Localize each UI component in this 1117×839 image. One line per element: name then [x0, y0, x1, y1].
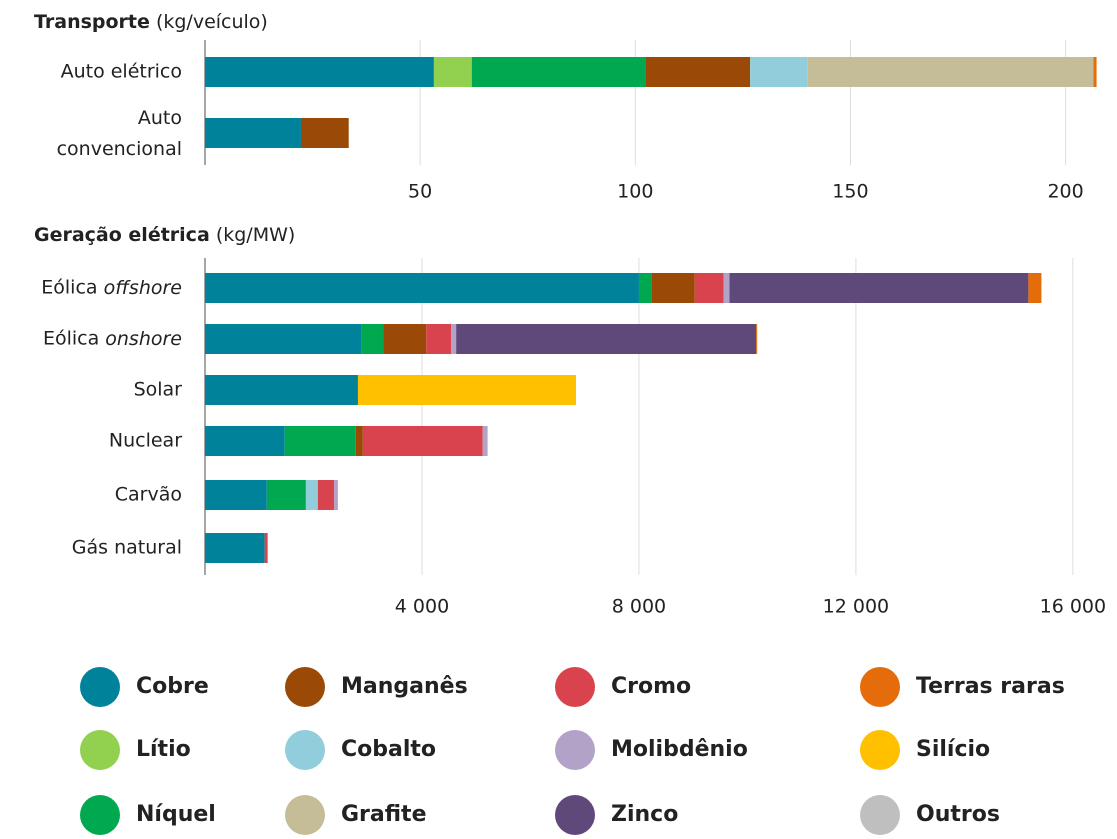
- legend-label: Outros: [916, 802, 1000, 827]
- bar-segment: Cobre: [205, 480, 267, 510]
- legend-swatch: [555, 730, 595, 770]
- bar-segment: Zinco: [729, 273, 1029, 303]
- category-label: Eólica onshore: [43, 328, 182, 350]
- bar-segment: Cromo: [362, 426, 483, 456]
- bar-segment: Terras raras: [1093, 57, 1097, 87]
- title-main: Geração elétrica: [34, 224, 210, 246]
- bar-segment: Zinco: [456, 324, 757, 354]
- legend-swatch: [80, 795, 120, 835]
- legend-label: Terras raras: [916, 674, 1065, 699]
- legend-swatch: [555, 795, 595, 835]
- x-tick-label: 16 000: [1040, 596, 1106, 618]
- bar-segment: Lítio: [433, 57, 472, 87]
- bar-segment: Molibdênio: [451, 324, 457, 354]
- legend-label: Níquel: [136, 802, 216, 827]
- bar-segment: Manganês: [383, 324, 427, 354]
- category-label: Auto elétrico: [61, 61, 182, 83]
- bar-segment: Cobre: [205, 533, 265, 563]
- title-main: Transporte: [34, 11, 150, 33]
- bar-segment: Cobalto: [305, 480, 318, 510]
- bar-segment: Cobre: [205, 375, 358, 405]
- bar-segment: Molibdênio: [723, 273, 730, 303]
- legend-swatch: [860, 795, 900, 835]
- category-label: Gás natural: [72, 537, 182, 559]
- bar-segment: Terras raras: [756, 324, 758, 354]
- legend-label: Lítio: [136, 737, 191, 762]
- bar-segment: Cobre: [205, 426, 285, 456]
- x-tick-label: 100: [617, 181, 653, 203]
- x-tick-label: 150: [832, 181, 868, 203]
- category-line: convencional: [57, 138, 182, 160]
- category-italic: onshore: [105, 328, 182, 350]
- legend-swatch: [80, 667, 120, 707]
- category-label: Carvão: [115, 484, 182, 506]
- bar-segment: Níquel: [471, 57, 646, 87]
- category-label: Eólica offshore: [41, 277, 182, 299]
- x-tick-label: 12 000: [823, 596, 889, 618]
- bar-segment: Cromo: [426, 324, 452, 354]
- bar-segment: Grafite: [807, 57, 1094, 87]
- category-line: Auto: [138, 107, 182, 129]
- bar-segment: Níquel: [361, 324, 384, 354]
- bar-segment: Níquel: [266, 480, 306, 510]
- category-label: Auto convencional: [57, 107, 182, 160]
- legend-swatch: [860, 730, 900, 770]
- bar-segment: Cromo: [317, 480, 335, 510]
- category-label: Solar: [134, 379, 183, 401]
- category-italic: offshore: [104, 277, 182, 299]
- bar-segment: Cobalto: [750, 57, 808, 87]
- bar-segment: Silício: [357, 375, 577, 405]
- x-tick-label: 8 000: [612, 596, 666, 618]
- bar-segment: Manganês: [651, 273, 695, 303]
- chart-title: Transporte (kg/veículo): [34, 11, 268, 33]
- bar-segment: Manganês: [645, 57, 751, 87]
- legend-label: Cromo: [611, 674, 691, 699]
- bar-segment: Cobre: [205, 57, 434, 87]
- chart-title: Geração elétrica (kg/MW): [34, 224, 295, 246]
- legend-label: Molibdênio: [611, 737, 748, 762]
- legend-label: Cobalto: [341, 737, 436, 762]
- bar-segment: Níquel: [284, 426, 356, 456]
- legend-swatch: [285, 667, 325, 707]
- legend-swatch: [555, 667, 595, 707]
- legend-label: Zinco: [611, 802, 678, 827]
- bar-segment: Molibdênio: [482, 426, 488, 456]
- bar-segment: Molibdênio: [334, 480, 338, 510]
- x-tick-label: 4 000: [395, 596, 449, 618]
- legend-swatch: [860, 667, 900, 707]
- legend-label: Grafite: [341, 802, 427, 827]
- bar-segment: Cromo: [694, 273, 724, 303]
- bar-segment: Cobre: [205, 324, 362, 354]
- bar-segment: Terras raras: [1028, 273, 1042, 303]
- legend-swatch: [80, 730, 120, 770]
- legend-swatch: [285, 730, 325, 770]
- title-unit: (kg/veículo): [156, 11, 268, 33]
- x-tick-label: 200: [1047, 181, 1083, 203]
- bar-segment: Cromo: [264, 533, 268, 563]
- category-label: Nuclear: [109, 430, 182, 452]
- bar-segment: Manganês: [300, 118, 349, 148]
- bar-segment: Cobre: [205, 273, 639, 303]
- legend-label: Cobre: [136, 674, 209, 699]
- legend-label: Silício: [916, 737, 990, 762]
- bar-segment: Níquel: [638, 273, 652, 303]
- title-unit: (kg/MW): [216, 224, 295, 246]
- legend-label: Manganês: [341, 674, 468, 699]
- legend-swatch: [285, 795, 325, 835]
- bar-segment: Cobre: [205, 118, 301, 148]
- bar-segment: Manganês: [355, 426, 363, 456]
- x-tick-label: 50: [408, 181, 432, 203]
